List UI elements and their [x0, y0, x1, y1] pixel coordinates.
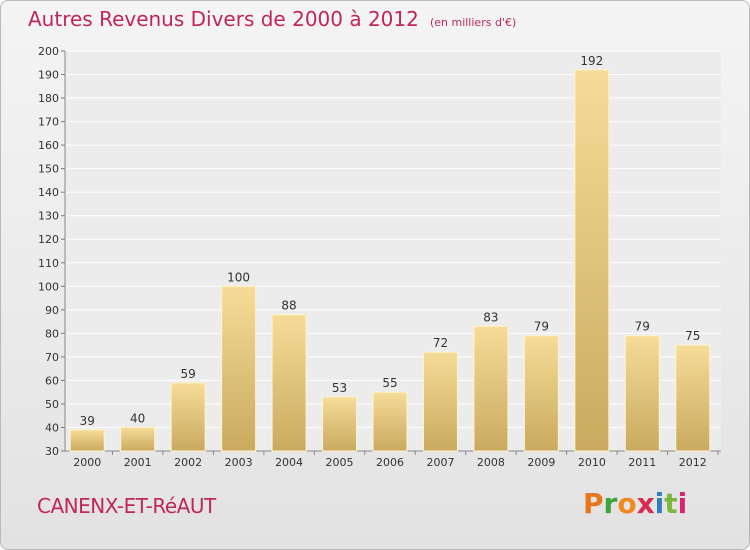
bar — [624, 335, 660, 452]
y-tick-label: 120 — [38, 233, 59, 246]
x-tick-label: 2011 — [628, 456, 656, 469]
brand-logo: Proxiti — [583, 487, 687, 520]
bar-value-label: 79 — [635, 320, 650, 334]
x-tick-label: 2009 — [527, 456, 555, 469]
bar — [170, 382, 206, 452]
y-tick-label: 90 — [45, 304, 59, 317]
bar-value-label: 79 — [534, 320, 549, 334]
bar-value-label: 53 — [332, 381, 347, 395]
y-tick-label: 100 — [38, 280, 59, 293]
bar-value-label: 192 — [580, 54, 603, 68]
y-tick-label: 130 — [38, 210, 59, 223]
plot-area — [65, 51, 721, 451]
x-tick-label: 2002 — [174, 456, 202, 469]
y-tick-label: 160 — [38, 139, 59, 152]
x-tick-label: 2006 — [376, 456, 404, 469]
brand-letter: i — [654, 487, 665, 520]
bar — [675, 344, 711, 452]
bar-value-label: 100 — [227, 270, 250, 284]
bar — [221, 285, 257, 452]
bar-value-label: 39 — [80, 414, 95, 428]
y-tick-label: 150 — [38, 163, 59, 176]
x-tick-label: 2008 — [477, 456, 505, 469]
y-tick-label: 110 — [38, 257, 59, 270]
x-tick-label: 2003 — [225, 456, 253, 469]
y-tick-label: 60 — [45, 374, 59, 387]
bar-value-label: 88 — [281, 299, 296, 313]
bar-value-label: 59 — [181, 367, 196, 381]
y-tick-label: 80 — [45, 327, 59, 340]
y-tick-label: 190 — [38, 69, 59, 82]
y-tick-label: 200 — [38, 45, 59, 58]
y-tick-label: 30 — [45, 445, 59, 458]
brand-letter: x — [636, 487, 655, 520]
bar-value-label: 55 — [382, 376, 397, 390]
chart-title: Autres Revenus Divers de 2000 à 2012 — [28, 7, 419, 31]
bar — [473, 325, 509, 452]
bar — [422, 351, 458, 452]
chart-title-row: Autres Revenus Divers de 2000 à 2012 (en… — [28, 7, 516, 31]
bar — [322, 396, 358, 452]
brand-letter: t — [664, 487, 678, 520]
x-tick-label: 2000 — [73, 456, 101, 469]
bar-value-label: 75 — [685, 329, 700, 343]
bar — [372, 391, 408, 452]
bar — [271, 314, 307, 452]
bar-value-label: 83 — [483, 310, 498, 324]
x-tick-label: 2010 — [578, 456, 606, 469]
x-tick-label: 2004 — [275, 456, 303, 469]
bar — [69, 429, 105, 452]
y-tick-label: 140 — [38, 186, 59, 199]
brand-letter: r — [603, 487, 618, 520]
bar-value-label: 72 — [433, 336, 448, 350]
x-tick-label: 2005 — [326, 456, 354, 469]
brand-letter: o — [617, 487, 637, 520]
bar — [574, 69, 610, 452]
chart-subtitle: (en milliers d'€) — [429, 16, 517, 29]
y-tick-label: 70 — [45, 351, 59, 364]
y-tick-label: 180 — [38, 92, 59, 105]
bar — [523, 335, 559, 452]
brand-letter: P — [583, 487, 604, 520]
x-tick-label: 2012 — [679, 456, 707, 469]
place-name: CANENX-ET-RéAUT — [37, 494, 216, 518]
bar-value-label: 40 — [130, 411, 145, 425]
x-tick-label: 2007 — [426, 456, 454, 469]
y-tick-label: 170 — [38, 116, 59, 129]
y-tick-label: 40 — [45, 421, 59, 434]
brand-letter: i — [677, 487, 688, 520]
x-tick-label: 2001 — [124, 456, 152, 469]
y-tick-label: 50 — [45, 398, 59, 411]
bar — [120, 426, 156, 452]
